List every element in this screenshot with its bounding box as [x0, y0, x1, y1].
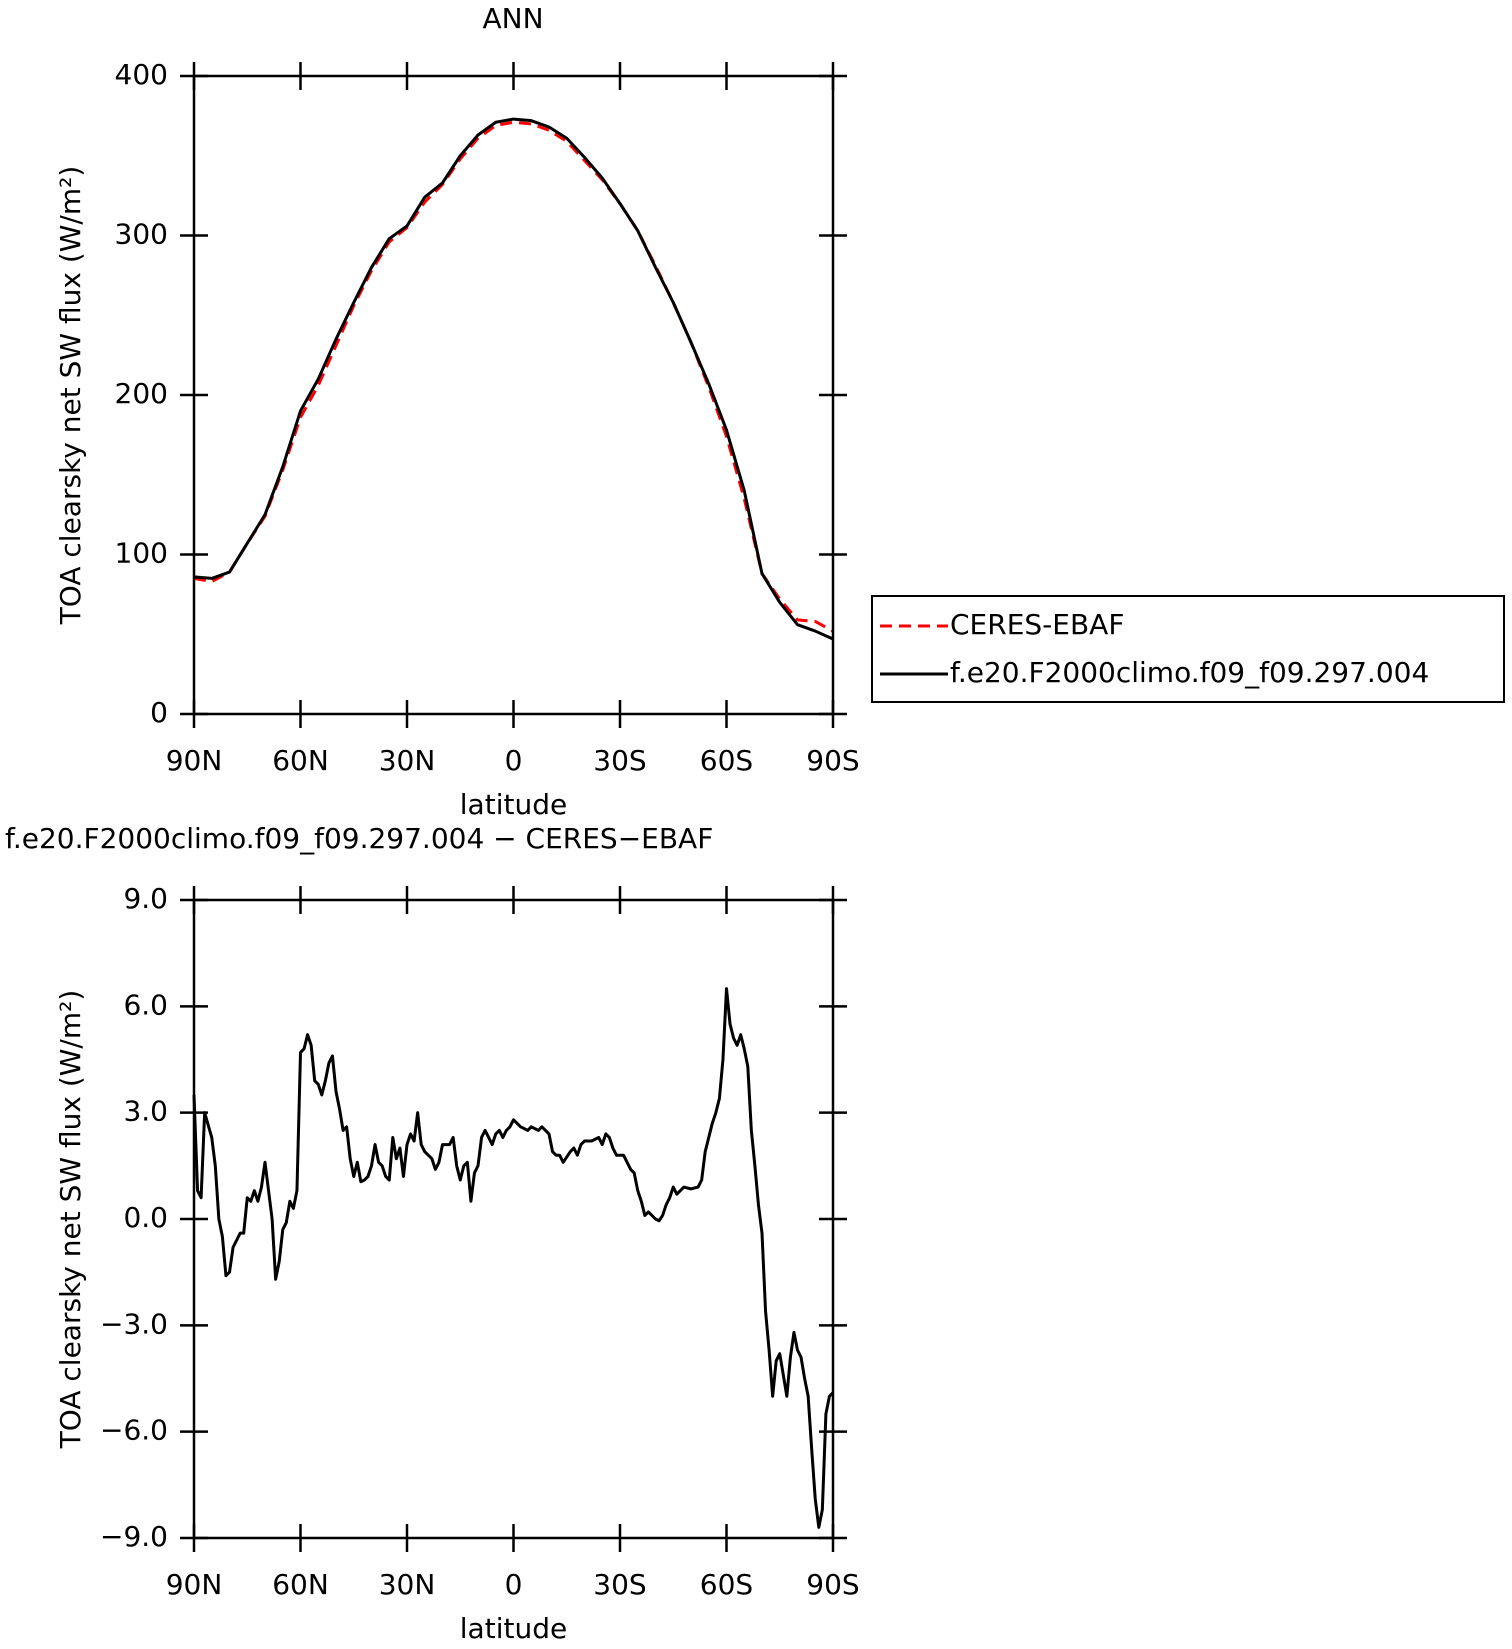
y-tick-label: 400 [115, 58, 168, 91]
legend-label: CERES-EBAF [950, 608, 1124, 641]
legend-label: f.e20.F2000climo.f09_f09.297.004 [950, 656, 1429, 689]
data-line [193, 120, 834, 633]
chart-title: f.e20.F2000climo.f09_f09.297.004 − CERES… [5, 822, 713, 855]
y-tick-label: 9.0 [123, 882, 168, 915]
x-tick-label: 30N [379, 744, 436, 777]
plot-frame [192, 74, 835, 716]
legend-box [871, 595, 1505, 703]
y-tick-label: 0 [150, 696, 168, 729]
x-tick-label: 60S [700, 1568, 753, 1601]
y-tick-label: −9.0 [100, 1520, 168, 1553]
y-tick-label: −3.0 [100, 1307, 168, 1340]
x-tick-label: 90S [806, 1568, 859, 1601]
y-tick-label: 0.0 [123, 1201, 168, 1234]
x-tick-label: 30S [593, 744, 646, 777]
x-axis-label: latitude [460, 1612, 567, 1645]
y-axis-label: TOA clearsky net SW flux (W/m²) [54, 166, 87, 626]
data-line [192, 987, 835, 1529]
x-tick-label: 90S [806, 744, 859, 777]
x-axis-label: latitude [460, 788, 567, 821]
y-tick-label: 3.0 [123, 1095, 168, 1128]
y-tick-label: 200 [115, 377, 168, 410]
x-tick-label: 60N [272, 744, 329, 777]
chart-title: ANN [482, 2, 543, 35]
y-tick-label: 6.0 [123, 988, 168, 1021]
data-line [193, 117, 834, 641]
x-tick-label: 30S [593, 1568, 646, 1601]
x-tick-label: 90N [166, 744, 223, 777]
plot-frame [192, 898, 835, 1540]
x-tick-label: 60S [700, 744, 753, 777]
y-tick-label: −6.0 [100, 1414, 168, 1447]
x-tick-label: 0 [505, 744, 523, 777]
y-axis-label: TOA clearsky net SW flux (W/m²) [54, 990, 87, 1450]
x-tick-label: 30N [379, 1568, 436, 1601]
y-tick-label: 300 [115, 218, 168, 251]
y-tick-label: 100 [115, 537, 168, 570]
x-tick-label: 60N [272, 1568, 329, 1601]
x-tick-label: 90N [166, 1568, 223, 1601]
x-tick-label: 0 [505, 1568, 523, 1601]
